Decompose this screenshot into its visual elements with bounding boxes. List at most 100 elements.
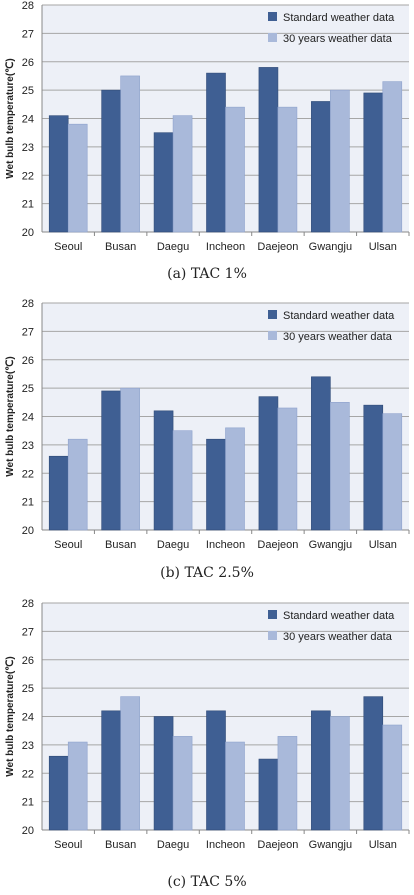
bar-standard-seoul [48,755,69,831]
bar-thirty-years-daejeon [277,106,298,233]
x-tick-label: Ulsan [369,539,397,551]
bar-thirty-years-incheon [225,106,245,233]
y-tick-label: 28 [22,298,34,310]
bar-standard-busan [101,390,121,531]
y-tick-label: 21 [22,199,34,211]
legend-label: Standard weather data [283,12,395,24]
y-tick-label: 22 [22,768,34,780]
x-tick-label: Ulsan [369,839,397,851]
bar-thirty-years-gwangju [330,402,350,531]
x-tick-label: Seoul [54,241,82,253]
y-tick-label: 23 [22,740,34,752]
bar-standard-daejeon [258,67,279,233]
bar-thirty-years-daejeon [277,407,298,531]
y-tick-label: 27 [22,28,34,40]
bar-standard-daejeon [258,758,279,831]
legend-label: Standard weather data [283,310,395,322]
y-tick-label: 26 [22,355,34,367]
y-tick-label: 20 [22,825,34,837]
legend-swatch [268,33,277,42]
y-tick-label: 21 [22,497,34,509]
y-tick-label: 26 [22,655,34,667]
legend-swatch [268,12,277,21]
bar-thirty-years-ulsan [382,413,403,531]
x-tick-label: Incheon [206,539,245,551]
legend-label: 30 years weather data [283,33,393,45]
chart-panel-tac-2-5: 20 21 22 23 24 25 26 27 28 Wet bulb temperature(℃… [0,298,414,560]
x-tick-label: Daegu [157,241,189,253]
bar-standard-gwangju [311,101,331,233]
bar-thirty-years-seoul [67,438,88,531]
bar-standard-daejeon [258,396,279,531]
x-tick-label: Incheon [206,839,245,851]
x-tick-label: Busan [105,839,136,851]
y-tick-label: 25 [22,85,34,97]
x-tick-label: Daegu [157,539,189,551]
y-tick-label: 22 [22,170,34,182]
bar-standard-incheon [206,710,226,831]
x-tick-label: Daegu [157,839,189,851]
bar-standard-ulsan [363,404,384,531]
bar-standard-gwangju [311,710,331,831]
y-tick-label: 26 [22,57,34,69]
x-tick-label: Daejeon [257,241,298,253]
bar-thirty-years-daegu [172,430,193,531]
bar-thirty-years-busan [120,696,140,831]
legend-swatch [268,631,277,640]
x-tick-label: Seoul [54,539,82,551]
bar-thirty-years-busan [120,387,140,531]
y-tick-label: 27 [22,326,34,338]
bar-standard-daegu [153,132,174,233]
y-tick-label: 25 [22,683,34,695]
bar-standard-incheon [206,72,226,233]
bar-standard-daegu [153,716,174,831]
y-tick-label: 23 [22,440,34,452]
x-tick-label: Incheon [206,241,245,253]
bar-standard-gwangju [311,376,331,531]
bar-thirty-years-ulsan [382,724,403,831]
bar-standard-busan [101,710,121,831]
y-axis-label: Wet bulb temperature(℃) [5,58,16,179]
caption-tac-2-5: (b) TAC 2.5% [160,565,254,581]
legend-label: Standard weather data [283,610,395,622]
y-tick-label: 27 [22,626,34,638]
y-tick-label: 22 [22,468,34,480]
x-tick-label: Gwangju [309,539,352,551]
bar-thirty-years-daegu [172,736,193,831]
x-tick-label: Ulsan [369,241,397,253]
bar-thirty-years-incheon [225,741,245,831]
x-tick-label: Busan [105,241,136,253]
bar-thirty-years-gwangju [330,716,350,831]
legend-swatch [268,331,277,340]
x-tick-label: Daejeon [257,839,298,851]
bar-thirty-years-ulsan [382,81,403,233]
x-tick-label: Gwangju [309,241,352,253]
bar-thirty-years-busan [120,75,140,233]
legend-swatch [268,310,277,319]
caption-tac-5: (c) TAC 5% [167,874,247,890]
bar-standard-seoul [48,455,69,531]
bar-chart-tac-5: 20 21 22 23 24 25 26 27 28 Wet bulb temperature(℃… [5,598,410,851]
y-axis-label: Wet bulb temperature(℃) [5,356,16,477]
bar-standard-busan [101,89,121,233]
caption-tac-1: (a) TAC 1% [167,266,247,282]
y-tick-label: 20 [22,227,34,239]
bar-standard-daegu [153,410,174,531]
legend-label: 30 years weather data [283,331,393,343]
bar-thirty-years-daejeon [277,736,298,831]
bar-thirty-years-daegu [172,115,193,233]
y-tick-label: 28 [22,598,34,610]
bar-thirty-years-gwangju [330,89,350,233]
y-tick-label: 23 [22,142,34,154]
y-tick-label: 24 [22,712,34,724]
bar-standard-seoul [48,115,69,233]
chart-panel-tac-5: 20 21 22 23 24 25 26 27 28 Wet bulb temperature(℃… [0,598,414,860]
bar-chart-tac-2-5: 20 21 22 23 24 25 26 27 28 Wet bulb temperature(℃… [5,298,410,551]
bar-thirty-years-incheon [225,427,245,531]
y-tick-label: 24 [22,412,34,424]
x-tick-label: Busan [105,539,136,551]
y-tick-label: 25 [22,383,34,395]
bar-standard-incheon [206,438,226,531]
chart-panel-tac-1: 20 21 22 23 24 25 26 27 28 Wet bulb temperature(℃… [0,0,414,262]
bar-standard-ulsan [363,696,384,831]
